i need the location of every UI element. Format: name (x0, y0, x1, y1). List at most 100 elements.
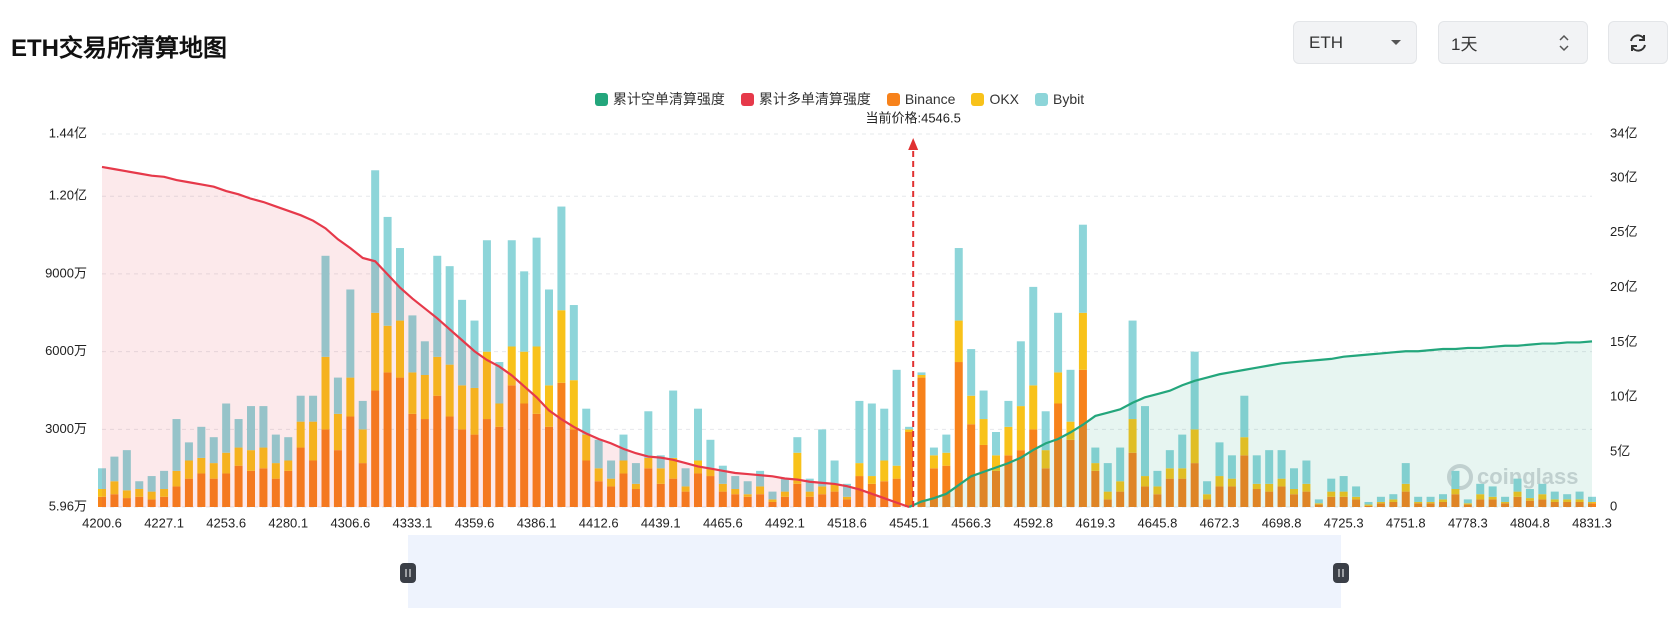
bar-segment (1078, 369, 1087, 507)
legend-item[interactable]: OKX (971, 89, 1019, 109)
bar-segment (1575, 491, 1584, 500)
bar-segment (1525, 489, 1534, 499)
bar-segment (992, 455, 1000, 471)
bar-segment (942, 452, 951, 466)
bar-segment (408, 315, 417, 373)
x-tick-label: 4725.3 (1324, 515, 1364, 530)
bar-segment (333, 413, 342, 451)
legend-item[interactable]: Binance (886, 89, 955, 109)
bar-segment (1389, 494, 1398, 500)
bar-segment (743, 494, 752, 497)
interval-select[interactable]: 1天 (1438, 21, 1588, 64)
bar-segment (619, 434, 628, 461)
x-tick-label: 4227.1 (144, 515, 184, 530)
bar-segment (1203, 481, 1212, 495)
bar-segment (855, 476, 864, 507)
x-tick-label: 4751.8 (1386, 515, 1426, 530)
slider-handle-left[interactable] (400, 563, 416, 583)
bar-segment (1476, 494, 1485, 500)
bar-segment (805, 491, 814, 497)
bar-segment (234, 447, 243, 466)
bar-segment (1290, 468, 1298, 490)
bar-segment (644, 468, 653, 507)
bar-segment (309, 460, 318, 507)
bar-segment (1029, 429, 1038, 507)
x-tick-label: 4333.1 (393, 515, 433, 530)
bar-segment (731, 476, 740, 490)
bar-segment (396, 248, 404, 321)
slider-handle-right[interactable] (1333, 563, 1349, 583)
bar-segment (545, 426, 553, 507)
refresh-button[interactable] (1608, 21, 1668, 64)
bar-segment (1501, 503, 1510, 507)
bar-segment (1153, 486, 1162, 495)
bar-segment (743, 481, 752, 495)
bar-segment (1066, 421, 1075, 440)
bar-segment (1141, 486, 1149, 507)
bar-segment (1538, 483, 1547, 495)
bar-segment (1563, 494, 1572, 500)
bar-segment (433, 395, 442, 507)
bar-segment (1290, 494, 1298, 507)
bar-segment (805, 478, 814, 492)
bar-segment (656, 483, 665, 507)
bar-segment (718, 491, 727, 507)
bar-segment (160, 470, 169, 490)
bar-segment (905, 429, 914, 433)
x-tick-label: 4492.1 (765, 515, 805, 530)
bar-segment (681, 468, 690, 487)
zoom-slider[interactable] (408, 535, 1341, 608)
bar-segment (222, 452, 231, 474)
bar-segment (383, 325, 392, 373)
legend-item[interactable]: 累计多单清算强度 (740, 89, 871, 109)
bar-segment (1178, 434, 1187, 469)
bar-segment (1451, 494, 1460, 507)
bar-segment (644, 411, 653, 458)
bar-segment (905, 432, 914, 507)
y2-tick-label: 34亿 (1610, 125, 1637, 140)
legend-item[interactable]: 累计空单清算强度 (594, 89, 725, 109)
bar-segment (967, 349, 976, 396)
y-tick-label: 3000万 (45, 421, 87, 436)
bar-segment (458, 385, 467, 430)
y2-tick-label: 0 (1610, 498, 1617, 513)
bar-segment (122, 450, 131, 491)
bar-segment (371, 170, 380, 313)
bar-segment (1550, 491, 1559, 500)
x-tick-label: 4698.8 (1262, 515, 1302, 530)
y2-tick-label: 5亿 (1610, 444, 1630, 459)
bar-segment (992, 470, 1000, 507)
legend-item[interactable]: Bybit (1035, 89, 1084, 109)
legend-label: Bybit (1053, 91, 1085, 107)
bar-segment (867, 483, 876, 507)
bar-segment (954, 320, 963, 363)
bar-segment (1153, 470, 1162, 487)
bar-segment (1476, 483, 1485, 495)
bar-segment (284, 437, 293, 461)
bar-segment (284, 470, 293, 507)
bar-segment (942, 434, 951, 453)
y-tick-label: 5.96万 (49, 498, 87, 513)
bar-segment (135, 481, 144, 490)
legend-swatch (1035, 92, 1049, 106)
bar-segment (532, 346, 541, 414)
bar-segment (1029, 385, 1038, 430)
bar-segment (619, 473, 628, 507)
bar-segment (1513, 478, 1522, 492)
bar-segment (520, 271, 529, 352)
bar-segment (631, 483, 640, 490)
bar-segment (594, 468, 603, 482)
bar-segment (1339, 496, 1348, 507)
bar-segment (855, 463, 864, 477)
bar-segment (1277, 478, 1286, 487)
bar-segment (892, 369, 901, 466)
bar-segment (731, 494, 740, 507)
bar-segment (445, 416, 454, 507)
symbol-select[interactable]: ETH (1293, 21, 1417, 64)
bar-segment (694, 473, 702, 507)
slider-grip (405, 569, 1344, 577)
bar-segment (545, 289, 553, 386)
bar-segment (1091, 447, 1100, 464)
bar-segment (147, 476, 156, 492)
